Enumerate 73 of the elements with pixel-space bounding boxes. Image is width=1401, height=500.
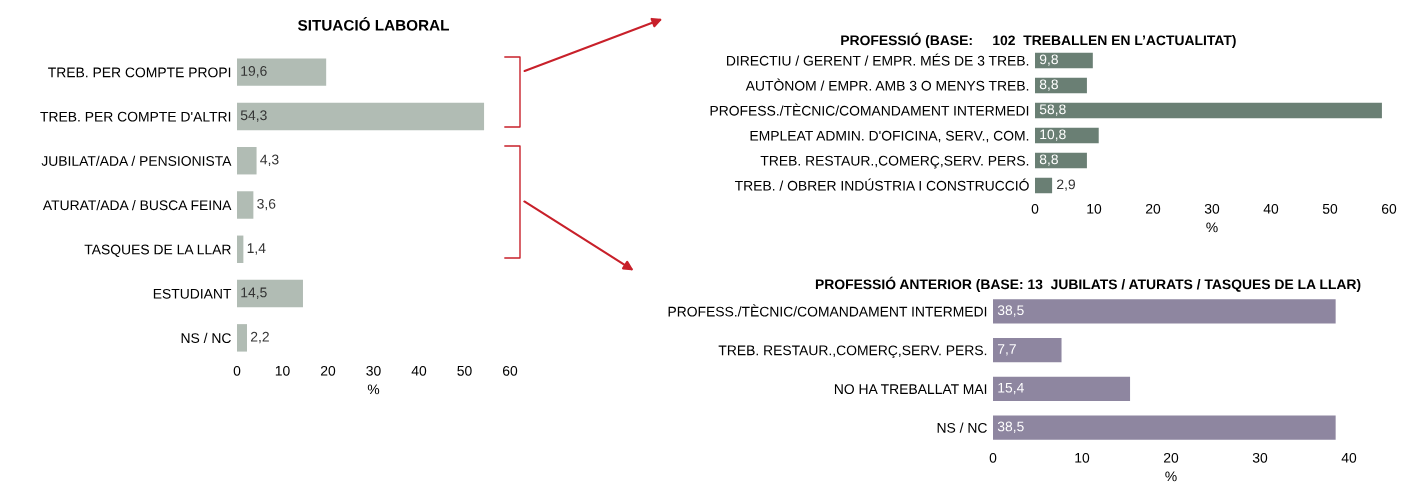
bar bbox=[1035, 52, 1093, 69]
chart-title: PROFESSIÓ ANTERIOR (BASE: 13 JUBILATS / ATURATS / TASQUES DE LA LLAR) bbox=[815, 276, 1361, 292]
data-label: 14,5 bbox=[241, 287, 267, 299]
y-tick-label: NS / NC bbox=[181, 332, 231, 344]
x-tick-label: 40 bbox=[411, 365, 427, 376]
bar bbox=[237, 58, 327, 86]
data-label: 15,4 bbox=[998, 382, 1024, 395]
data-label: 38,5 bbox=[997, 305, 1024, 317]
data-label: 58,8 bbox=[1039, 104, 1066, 116]
x-tick-label: 30 bbox=[1252, 452, 1268, 463]
y-tick-label: ESTUDIANT bbox=[153, 288, 232, 299]
data-label: 2,9 bbox=[1057, 179, 1076, 191]
data-label: 1,4 bbox=[247, 243, 266, 255]
bar bbox=[237, 235, 244, 264]
x-tick-label: 10 bbox=[275, 365, 290, 376]
x-tick-label: 50 bbox=[457, 365, 472, 376]
x-tick-label: 20 bbox=[1145, 203, 1161, 214]
data-label: 2,2 bbox=[250, 331, 269, 344]
x-tick-label: 20 bbox=[320, 365, 336, 376]
y-tick-label: NO HA TREBALLAT MAI bbox=[834, 384, 987, 395]
data-label: 9,8 bbox=[1039, 54, 1058, 66]
data-label: 10,8 bbox=[1040, 129, 1066, 141]
x-tick-label: 60 bbox=[1381, 203, 1397, 214]
x-tick-label: 30 bbox=[1204, 203, 1220, 214]
data-label: 3,6 bbox=[257, 198, 276, 211]
y-tick-label: TASQUES DE LA LLAR bbox=[84, 244, 231, 257]
data-label: 19,6 bbox=[241, 66, 267, 78]
bar bbox=[993, 299, 1336, 324]
bar bbox=[993, 415, 1336, 440]
x-tick-label: 0 bbox=[1031, 203, 1039, 214]
data-label: 8,8 bbox=[1039, 154, 1058, 166]
y-tick-label: ATURAT/ADA / BUSCA FEINA bbox=[42, 199, 232, 211]
bar bbox=[237, 279, 303, 308]
y-tick-label: EMPLEAT ADMIN. D'OFICINA, SERV., COM. bbox=[750, 130, 1029, 143]
data-label: 54,3 bbox=[240, 110, 267, 122]
bar bbox=[237, 102, 485, 131]
bar bbox=[237, 146, 257, 175]
x-axis-title: % bbox=[1206, 222, 1218, 233]
y-tick-label: NS / NC bbox=[937, 422, 987, 433]
x-tick-label: 50 bbox=[1322, 203, 1338, 214]
bar bbox=[1035, 102, 1382, 119]
y-tick-label: PROFESS./TÈCNIC/COMANDAMENT INTERMEDI bbox=[668, 304, 987, 317]
x-axis-title: % bbox=[1165, 471, 1177, 482]
x-tick-label: 10 bbox=[1075, 452, 1090, 463]
x-tick-label: 0 bbox=[233, 365, 241, 376]
data-label: 7,7 bbox=[997, 344, 1016, 356]
bar bbox=[993, 338, 1062, 363]
y-tick-label: TREB. PER COMPTE PROPI bbox=[48, 67, 231, 78]
y-tick-label: TREB. PER COMPTE D'ALTRI bbox=[40, 111, 231, 122]
x-axis-title: % bbox=[367, 384, 380, 395]
bar bbox=[237, 191, 254, 219]
y-tick-label: AUTÒNOM / EMPR. AMB 3 O MENYS TREB. bbox=[745, 78, 1029, 91]
bar bbox=[1035, 177, 1053, 194]
chart-title: PROFESSIÓ (BASE: 102 TREBALLEN EN L’ACTUALITAT) bbox=[841, 32, 1236, 48]
y-tick-label: JUBILAT/ADA / PENSIONISTA bbox=[41, 155, 232, 166]
x-tick-label: 40 bbox=[1263, 203, 1279, 214]
chart-title: SITUACIÓ LABORAL bbox=[297, 17, 449, 31]
y-tick-label: DIRECTIU / GERENT / EMPR. MÉS DE 3 TREB. bbox=[727, 53, 1029, 66]
y-tick-label: TREB. / OBRER INDÚSTRIA I CONSTRUCCIÓ bbox=[734, 178, 1029, 191]
y-tick-label: PROFESS./TÈCNIC/COMANDAMENT INTERMEDI bbox=[710, 103, 1029, 116]
y-tick-label: TREB. RESTAUR.,COMERÇ,SERV. PERS. bbox=[718, 345, 987, 359]
x-tick-label: 30 bbox=[366, 365, 381, 376]
y-tick-label: TREB. RESTAUR.,COMERÇ,SERV. PERS. bbox=[760, 155, 1029, 169]
data-label: 38,5 bbox=[997, 421, 1024, 433]
bar bbox=[237, 324, 248, 352]
data-label: 4,3 bbox=[260, 154, 279, 167]
x-tick-label: 20 bbox=[1163, 452, 1179, 463]
x-tick-label: 60 bbox=[502, 365, 518, 376]
x-tick-label: 10 bbox=[1087, 203, 1102, 214]
bar bbox=[993, 376, 1131, 401]
x-tick-label: 0 bbox=[989, 452, 997, 463]
data-label: 8,8 bbox=[1039, 79, 1058, 91]
x-tick-label: 40 bbox=[1341, 452, 1357, 463]
